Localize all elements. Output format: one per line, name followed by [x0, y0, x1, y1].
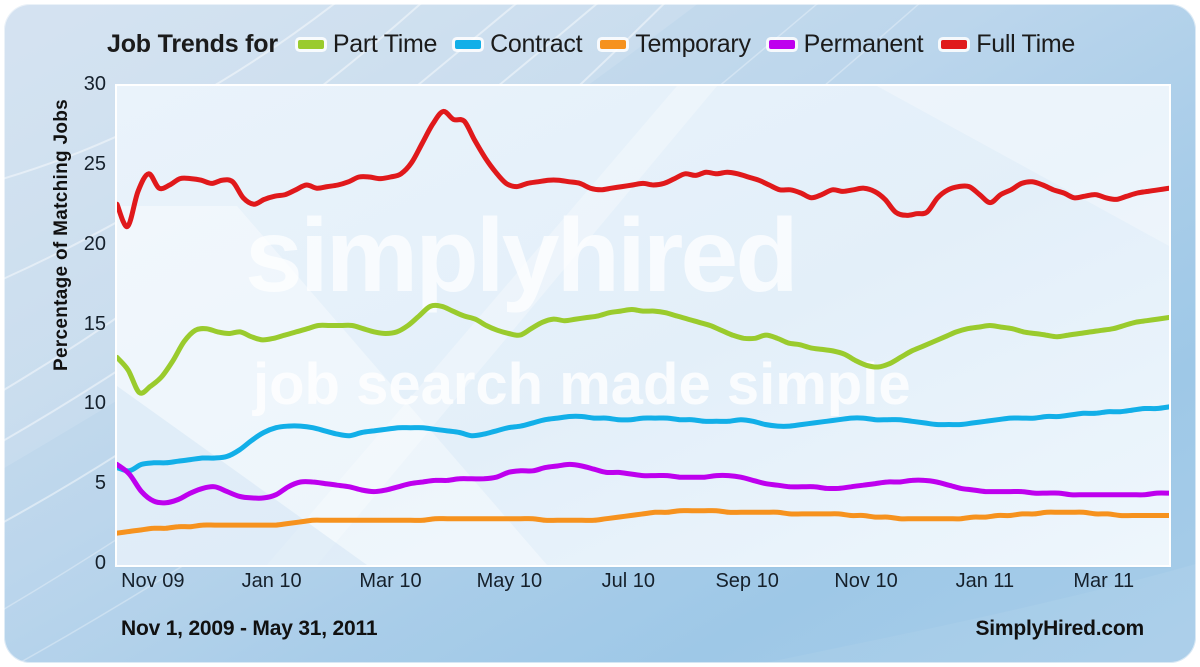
plot-area: simplyhired job search made simple [117, 86, 1169, 565]
y-tick-30: 30 [83, 73, 106, 95]
x-tick-jan-11: Jan 11 [955, 570, 1015, 592]
x-tick-mar-11: Mar 11 [1073, 570, 1135, 592]
series-line-part-time [117, 302, 1169, 396]
legend-swatch-contract [455, 39, 482, 49]
y-tick-0: 0 [94, 552, 106, 574]
y-tick-20: 20 [83, 232, 106, 255]
x-tick-jan-10: Jan 10 [241, 570, 302, 592]
legend-item-part-time[interactable]: Part Time [297, 29, 438, 59]
legend-item-permanent[interactable]: Permanent [768, 29, 924, 59]
legend-label-full-time: Full Time [976, 29, 1075, 58]
x-tick-sep-10: Sep 10 [715, 570, 779, 592]
legend-label-contract: Contract [490, 29, 583, 58]
y-axis-tick-labels: 0 5 10 15 20 25 30 [50, 4, 106, 663]
legend-label-part-time: Part Time [332, 29, 438, 58]
legend-swatch-permanent [768, 39, 795, 49]
legend-swatch-part-time [297, 39, 324, 49]
legend-item-temporary[interactable]: Temporary [600, 29, 751, 59]
series-lines [117, 108, 1169, 536]
x-tick-nov-10: Nov 10 [834, 570, 898, 592]
series-line-contract [117, 404, 1169, 474]
x-tick-may-10: May 10 [476, 570, 543, 592]
date-range-label: Nov 1, 2009 - May 31, 2011 [121, 617, 378, 640]
y-tick-5: 5 [94, 472, 106, 495]
y-tick-25: 25 [83, 152, 106, 175]
legend-item-full-time[interactable]: Full Time [941, 30, 1075, 59]
x-tick-jul-10: Jul 10 [601, 570, 655, 592]
x-tick-mar-10: Mar 10 [359, 570, 422, 592]
x-tick-nov-09: Nov 09 [121, 570, 185, 592]
chart-panel: Job Trends for Part Time Contract Tempor… [4, 4, 1196, 663]
series-line-full-time [117, 108, 1169, 230]
y-tick-15: 15 [83, 312, 106, 335]
legend-label-temporary: Temporary [635, 29, 751, 58]
legend-swatch-temporary [600, 39, 627, 49]
series-line-temporary [117, 508, 1169, 536]
legend-title: Job Trends for [107, 29, 278, 58]
legend-item-contract[interactable]: Contract [455, 29, 583, 59]
legend-swatch-full-time [941, 39, 968, 49]
chart-legend: Job Trends for Part Time Contract Tempor… [4, 26, 1196, 62]
y-tick-10: 10 [83, 392, 106, 415]
brand-label[interactable]: SimplyHired.com [975, 617, 1144, 640]
legend-label-permanent: Permanent [803, 29, 924, 58]
series-line-permanent [117, 461, 1169, 506]
